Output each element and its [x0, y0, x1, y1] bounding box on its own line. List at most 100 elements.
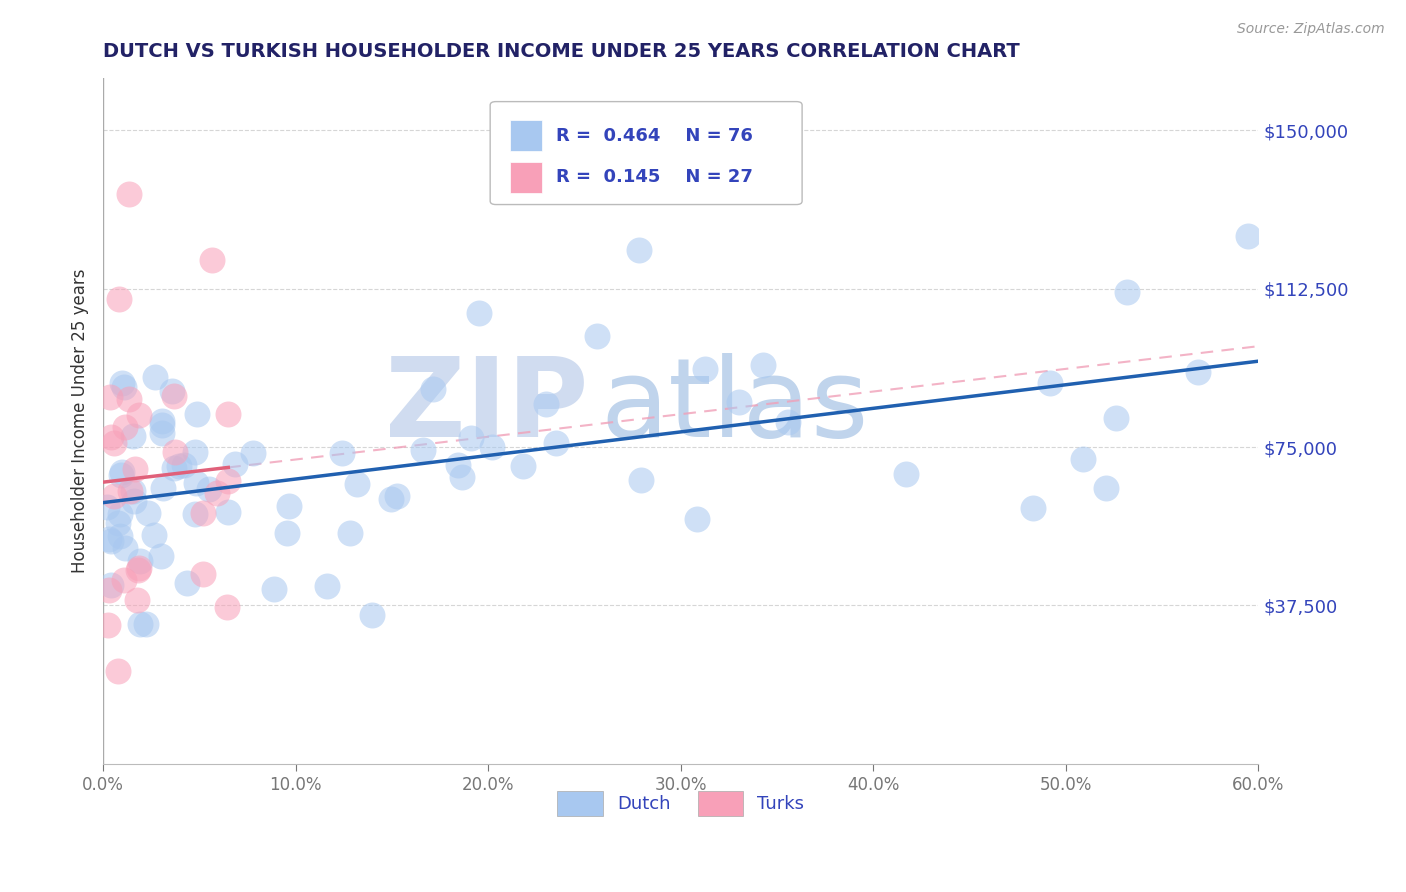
Point — [198, 482, 221, 496]
Point — [118, 392, 141, 406]
Point — [361, 608, 384, 623]
Point — [693, 362, 716, 376]
Text: R =  0.145    N = 27: R = 0.145 N = 27 — [555, 168, 752, 186]
Point — [346, 476, 368, 491]
Point — [136, 506, 159, 520]
Point — [200, 253, 222, 268]
Point — [107, 664, 129, 678]
Point — [183, 445, 205, 459]
Point — [1071, 452, 1094, 467]
Point — [112, 380, 135, 394]
Point — [111, 376, 134, 390]
Point — [217, 474, 239, 488]
Point — [1237, 229, 1260, 244]
Point — [108, 529, 131, 543]
Point — [1115, 285, 1137, 299]
Point — [103, 436, 125, 450]
Point — [315, 579, 337, 593]
Point — [1021, 500, 1043, 515]
Point — [124, 462, 146, 476]
Point — [512, 458, 534, 473]
Point — [150, 418, 173, 433]
Point — [98, 390, 121, 404]
Point — [451, 469, 474, 483]
Point — [108, 507, 131, 521]
Point — [224, 457, 246, 471]
Point — [534, 397, 557, 411]
Point — [686, 512, 709, 526]
Point — [100, 534, 122, 549]
Point — [114, 420, 136, 434]
Point — [160, 384, 183, 398]
Point — [165, 445, 187, 459]
Point — [121, 484, 143, 499]
Point — [127, 562, 149, 576]
Bar — [510, 120, 543, 152]
Point — [546, 435, 568, 450]
Point — [191, 506, 214, 520]
Point — [412, 443, 434, 458]
Point — [630, 473, 652, 487]
Point — [896, 467, 918, 482]
Point — [100, 430, 122, 444]
Point — [1095, 481, 1118, 495]
Point — [1039, 376, 1062, 390]
Point — [163, 461, 186, 475]
Point — [152, 481, 174, 495]
Point — [460, 431, 482, 445]
Point — [276, 526, 298, 541]
Point — [332, 446, 354, 460]
Point — [114, 541, 136, 556]
FancyBboxPatch shape — [491, 102, 801, 204]
Point — [727, 395, 749, 409]
Text: atlas: atlas — [600, 353, 869, 460]
Point — [127, 593, 149, 607]
Point — [98, 582, 121, 597]
Point — [108, 293, 131, 307]
Text: DUTCH VS TURKISH HOUSEHOLDER INCOME UNDER 25 YEARS CORRELATION CHART: DUTCH VS TURKISH HOUSEHOLDER INCOME UNDE… — [103, 42, 1019, 61]
Point — [184, 508, 207, 522]
Point — [339, 526, 361, 541]
Point — [150, 426, 173, 441]
Point — [128, 617, 150, 632]
Point — [118, 186, 141, 201]
Point — [447, 458, 470, 472]
Point — [142, 528, 165, 542]
Point — [122, 494, 145, 508]
Point — [1187, 365, 1209, 379]
Point — [135, 617, 157, 632]
Text: ZIP: ZIP — [385, 353, 588, 460]
Point — [100, 578, 122, 592]
Point — [385, 489, 408, 503]
Point — [193, 567, 215, 582]
Point — [120, 483, 142, 498]
Point — [752, 358, 775, 372]
Point — [107, 516, 129, 530]
Point — [628, 243, 651, 257]
Point — [150, 414, 173, 428]
Point — [149, 549, 172, 564]
Point — [167, 458, 190, 473]
Point — [176, 575, 198, 590]
Point — [263, 582, 285, 596]
Point — [128, 409, 150, 423]
Text: R =  0.464    N = 76: R = 0.464 N = 76 — [555, 127, 752, 145]
Point — [121, 429, 143, 443]
Point — [98, 533, 121, 547]
Point — [205, 486, 228, 500]
Point — [1105, 411, 1128, 425]
Legend: Dutch, Turks: Dutch, Turks — [550, 783, 811, 823]
Point — [103, 489, 125, 503]
Point — [422, 382, 444, 396]
Point — [481, 441, 503, 455]
Point — [163, 389, 186, 403]
Point — [111, 465, 134, 479]
Point — [114, 573, 136, 587]
Point — [173, 458, 195, 472]
Point — [143, 369, 166, 384]
Point — [215, 600, 238, 615]
Point — [278, 499, 301, 513]
Bar — [510, 161, 543, 193]
Point — [186, 408, 208, 422]
Point — [110, 467, 132, 482]
